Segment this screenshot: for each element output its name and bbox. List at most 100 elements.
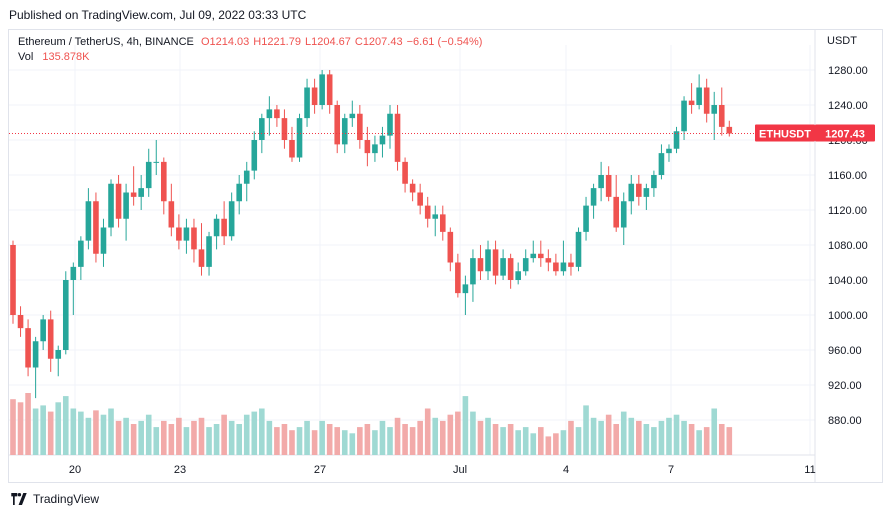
price-tag (815, 124, 875, 142)
volume-bar (409, 427, 416, 455)
candle-body (409, 183, 416, 193)
candle-body (349, 113, 356, 119)
volume-bar (711, 408, 718, 455)
volume-bar (372, 430, 378, 455)
volume-bars (10, 393, 733, 455)
candle-body (636, 183, 642, 197)
low-value: L1204.67 (304, 36, 351, 48)
open-value: O1214.03 (200, 36, 250, 48)
y-tick-label: 960.00 (828, 345, 862, 357)
candle-body (583, 205, 589, 232)
y-tick-label: 1040.00 (828, 275, 868, 287)
volume-bar (522, 427, 529, 455)
candle-body (538, 253, 544, 259)
symbol-tag (755, 124, 815, 142)
volume-bar (266, 420, 273, 455)
candle-body (161, 161, 167, 202)
volume-bar (666, 417, 672, 455)
tradingview-logo-icon (11, 493, 27, 505)
candle-body (424, 205, 431, 219)
candle-body (605, 175, 612, 197)
volume-bar (620, 411, 627, 455)
candle-body (341, 118, 348, 145)
x-tick-label: 7 (668, 464, 674, 476)
volume-bar (130, 424, 137, 455)
candle-body (673, 131, 680, 149)
y-tick-label: 1000.00 (828, 310, 868, 322)
volume-bar (259, 408, 265, 455)
y-tick-label: 920.00 (828, 380, 862, 392)
candle-body (628, 183, 635, 202)
volume-bar (605, 414, 612, 455)
candle-body (666, 148, 672, 154)
symbol-label[interactable]: Ethereum / TetherUS, 4h, BINANCE (18, 36, 194, 48)
candle-body (364, 140, 371, 154)
x-tick-label: 23 (174, 464, 186, 476)
candle-body (281, 118, 288, 140)
volume-bar (349, 433, 356, 455)
volume-bar (402, 424, 408, 455)
volume-bar (304, 420, 310, 455)
currency-label: USDT (827, 35, 857, 47)
volume-bar (281, 424, 288, 455)
volume-bar (17, 402, 24, 455)
candle-body (274, 109, 280, 119)
volume-bar (47, 411, 54, 455)
volume-bar (492, 424, 499, 455)
volume-bar (575, 427, 582, 455)
volume-bar (651, 427, 657, 455)
volume-bar (32, 408, 39, 455)
volume-bar (643, 424, 650, 455)
volume-bar (696, 430, 702, 455)
volume-bar (530, 433, 537, 455)
volume-bar (455, 411, 461, 455)
footer-brand[interactable]: TradingView (9, 492, 99, 506)
volume-bar (228, 420, 235, 455)
volume-bar (236, 424, 242, 455)
volume-bar (545, 436, 552, 455)
volume-bar (364, 424, 371, 455)
candle-body (620, 201, 627, 228)
volume-bar (636, 420, 642, 455)
candle-body (115, 183, 122, 219)
chart-legend: Ethereum / TetherUS, 4h, BINANCE O1214.0… (18, 35, 486, 65)
candle-body (711, 105, 718, 114)
volume-bar (191, 420, 197, 455)
volume-bar (417, 420, 423, 455)
candle-body (681, 100, 687, 132)
candle-body (40, 319, 46, 342)
volume-bar (613, 424, 619, 455)
candle-body (658, 153, 665, 175)
volume-bar (319, 420, 325, 455)
candle-body (357, 113, 363, 140)
volume-bar (183, 427, 190, 455)
candle-body (213, 218, 220, 237)
y-tick-label: 1280.00 (828, 65, 868, 77)
volume-bar (93, 410, 99, 455)
candle-body (123, 192, 129, 219)
candle-body (55, 350, 62, 359)
volume-bar (243, 414, 250, 455)
volume-bar (289, 430, 295, 455)
candle-body (598, 175, 604, 189)
candle-body (470, 258, 476, 285)
candle-body (334, 105, 341, 145)
candle-body (507, 258, 514, 280)
candle-body (432, 214, 439, 219)
candle-body (553, 262, 559, 272)
candle-body (25, 328, 31, 368)
candle-body (522, 258, 529, 272)
volume-bar (507, 424, 514, 455)
volume-bar (123, 417, 129, 455)
y-tick-label: 1160.00 (828, 170, 867, 182)
candle-body (575, 231, 582, 267)
volume-label[interactable]: Vol (18, 51, 34, 63)
x-tick-label: 11 (804, 464, 815, 476)
candle-body (387, 113, 393, 136)
candle-body (643, 188, 650, 197)
volume-bar (485, 417, 491, 455)
volume-bar (424, 408, 431, 455)
volume-bar (251, 411, 258, 455)
volume-bar (70, 408, 77, 455)
